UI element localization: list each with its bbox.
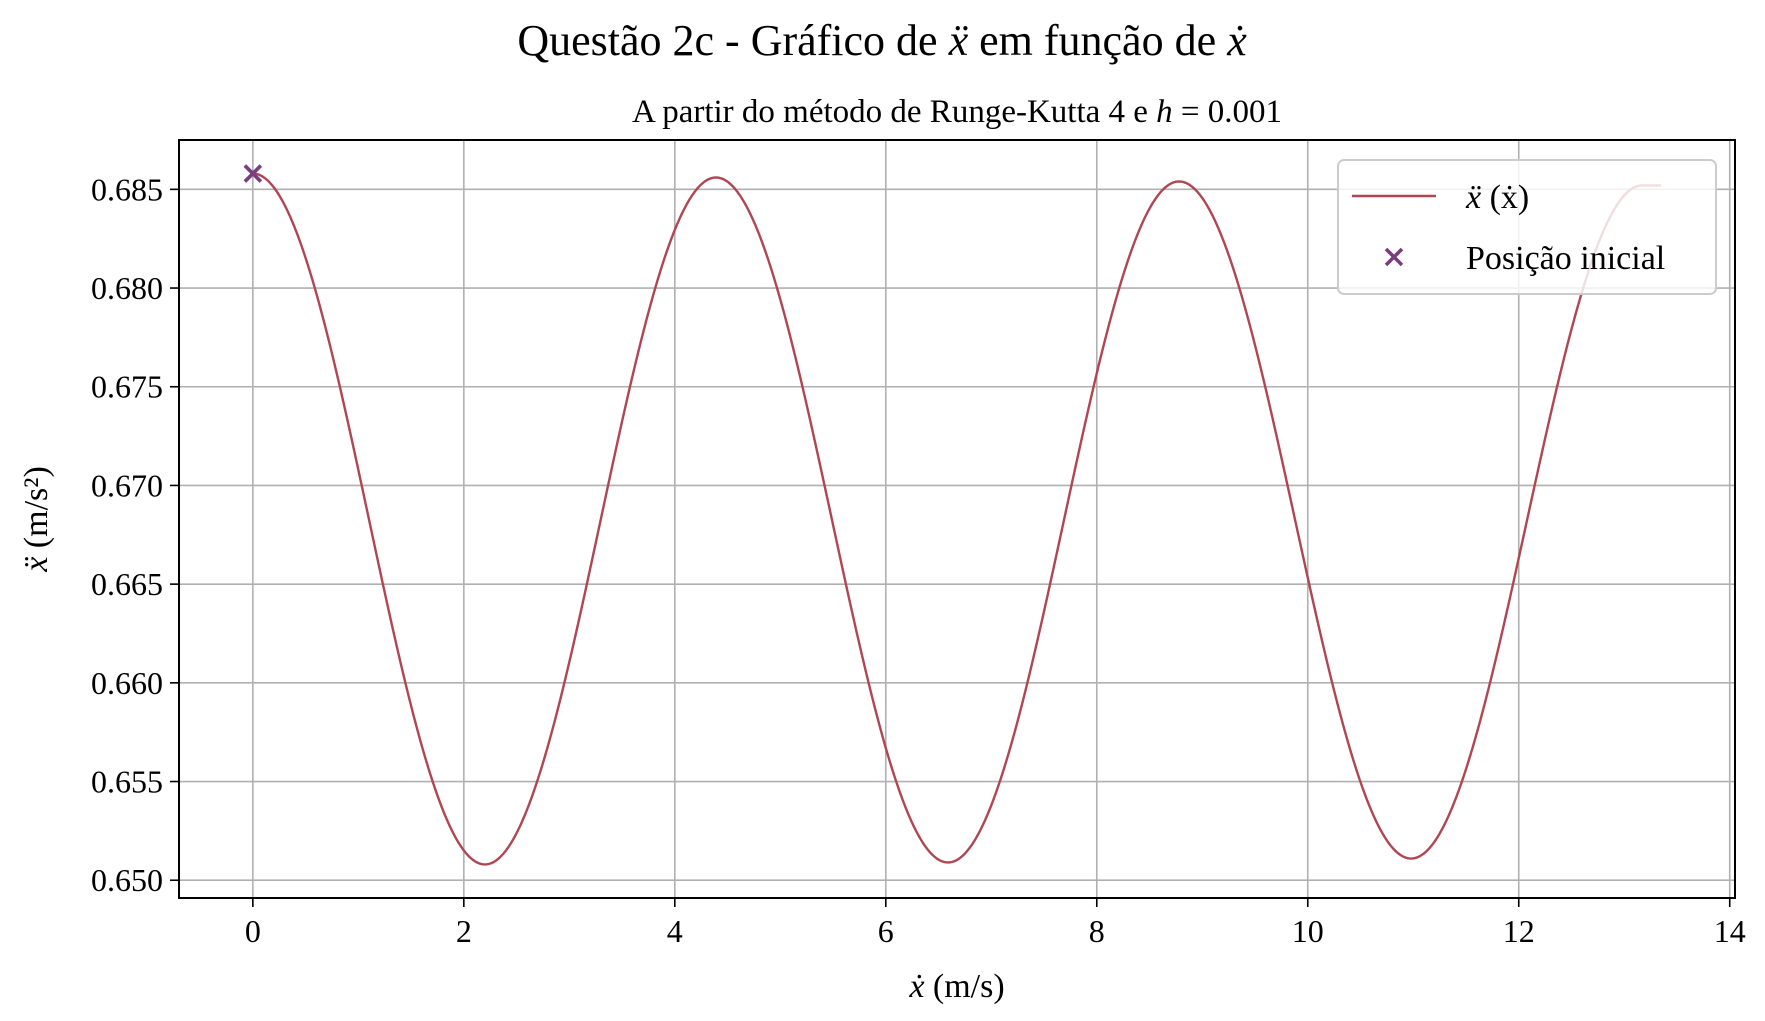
chart-title: Questão 2c - Gráfico de ẍ em função de ẋ bbox=[517, 16, 1247, 65]
y-tick-label: 0.660 bbox=[91, 665, 163, 701]
x-tick-label: 0 bbox=[245, 913, 261, 949]
series-layer bbox=[252, 172, 1662, 866]
chart-title-mid: em função de bbox=[979, 16, 1216, 65]
chart-subtitle-text: A partir do método de Runge-Kutta 4 e bbox=[632, 94, 1148, 130]
y-tick-label: 0.665 bbox=[91, 566, 163, 602]
y-axis-label: ẍ (m/s²) bbox=[18, 466, 55, 573]
chart-title-var1: ẍ bbox=[948, 16, 969, 65]
grid-lines bbox=[179, 140, 1735, 898]
chart-subtitle: A partir do método de Runge-Kutta 4 e h … bbox=[632, 94, 1282, 130]
legend-series-label: ẍ (ẋ) bbox=[1465, 179, 1529, 216]
legend-series-var: ẍ bbox=[1465, 179, 1481, 216]
x-tick-label: 12 bbox=[1503, 913, 1535, 949]
x-axis-label-unit: (m/s) bbox=[933, 968, 1005, 1005]
series-line bbox=[252, 172, 1662, 866]
x-tick-label: 8 bbox=[1089, 913, 1105, 949]
legend-box bbox=[1337, 159, 1717, 295]
chart-subtitle-var: h bbox=[1156, 94, 1173, 130]
legend-marker-x bbox=[1384, 247, 1404, 267]
initial-position-marker bbox=[243, 164, 263, 183]
y-tick-label: 0.670 bbox=[91, 467, 163, 503]
legend-series-arg: (ẋ) bbox=[1490, 179, 1530, 216]
y-axis-label-var: ẍ bbox=[18, 557, 55, 573]
y-tick-label: 0.650 bbox=[91, 862, 163, 898]
y-tick-label: 0.675 bbox=[91, 369, 163, 405]
x-axis-label: ẋ (m/s) bbox=[908, 968, 1004, 1005]
x-axis-label-var: ẋ bbox=[908, 968, 924, 1005]
y-tick-label: 0.685 bbox=[91, 171, 163, 207]
x-tick-label: 14 bbox=[1714, 913, 1746, 949]
chart-subtitle-eq: = 0.001 bbox=[1181, 94, 1282, 130]
y-axis-label-unit: (m/s²) bbox=[18, 466, 55, 548]
y-tick-label: 0.680 bbox=[91, 270, 163, 306]
x-tick-label: 4 bbox=[667, 913, 683, 949]
legend-marker-label: Posição inicial bbox=[1466, 240, 1665, 277]
x-tick-label: 6 bbox=[878, 913, 894, 949]
chart-title-text: Questão 2c - Gráfico de bbox=[517, 16, 937, 65]
y-axis-ticks: 0.650 0.655 0.660 0.665 0.670 0.675 0.680 0.685 bbox=[91, 171, 179, 898]
legend: ẍ (ẋ) Posição inicial bbox=[1337, 159, 1717, 295]
x-tick-label: 10 bbox=[1292, 913, 1324, 949]
y-tick-label: 0.655 bbox=[91, 764, 163, 800]
x-tick-label: 2 bbox=[456, 913, 472, 949]
plot-frame bbox=[178, 139, 1736, 899]
chart-title-var2: ẋ bbox=[1226, 16, 1247, 65]
legend-marker-swatch bbox=[1384, 247, 1404, 267]
x-axis-ticks: 0 2 4 6 8 10 12 14 bbox=[245, 898, 1746, 949]
markers-layer bbox=[243, 164, 263, 183]
